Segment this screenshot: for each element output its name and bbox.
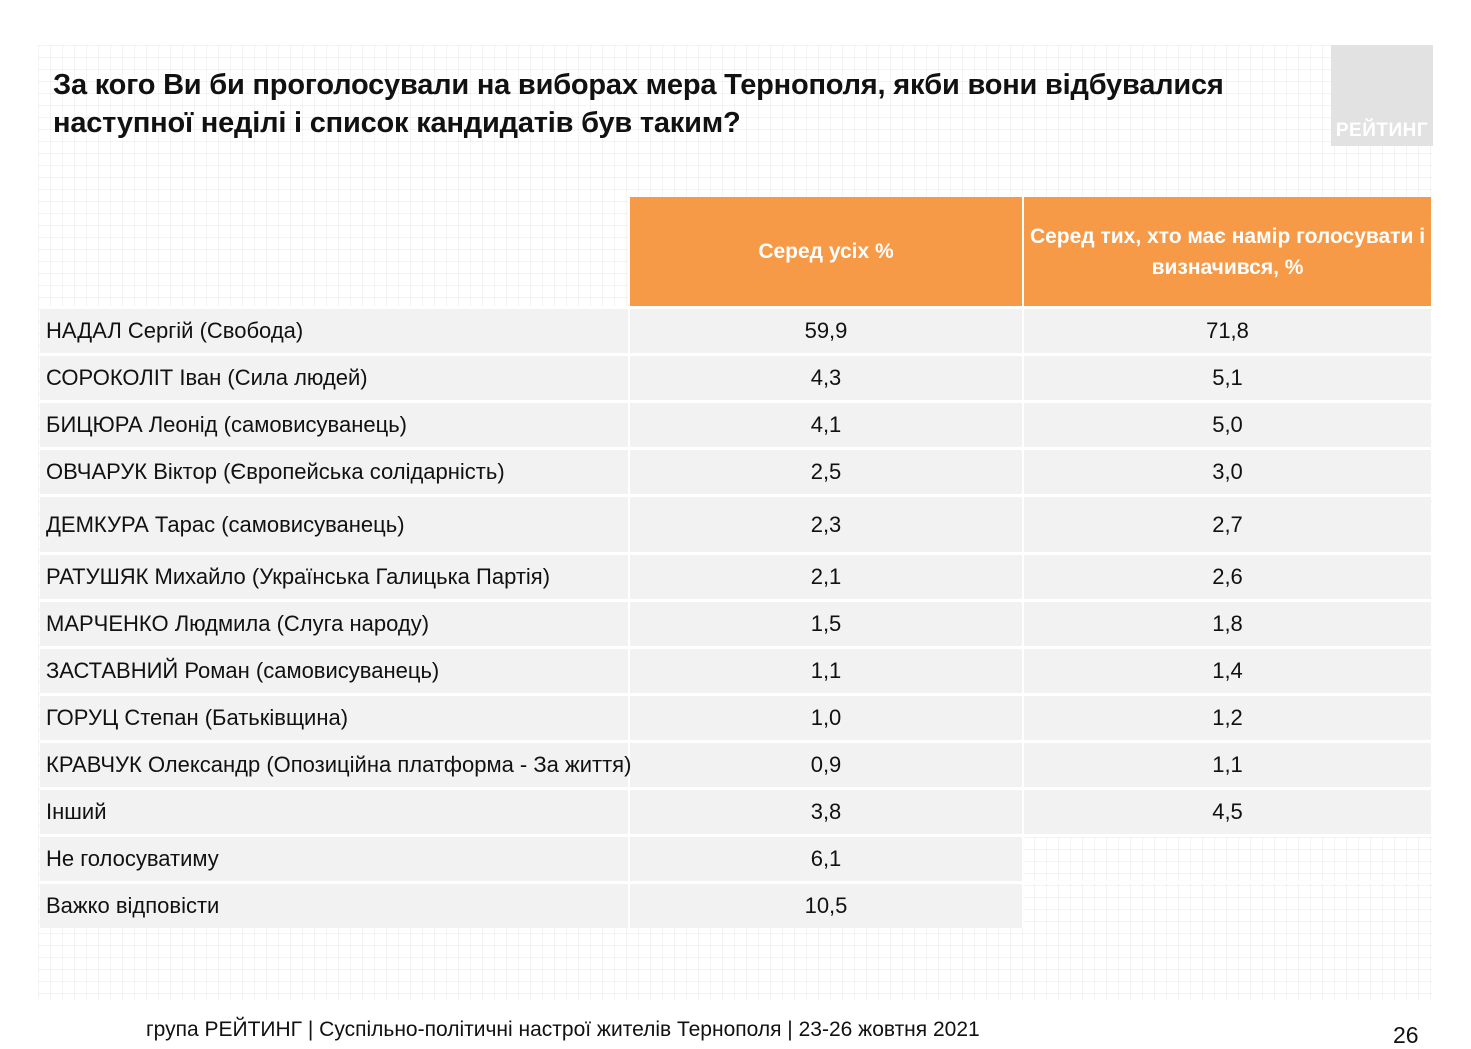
value-all: 59,9 xyxy=(628,306,1022,353)
value-all: 0,9 xyxy=(628,740,1022,787)
candidate-name: БИЦЮРА Леонід (самовисуванець) xyxy=(40,400,628,447)
table-row: ОВЧАРУК Віктор (Європейська солідарність… xyxy=(40,447,1431,494)
value-all: 6,1 xyxy=(628,834,1022,881)
header-all-respondents: Серед усіх % xyxy=(628,197,1022,306)
value-decided: 1,4 xyxy=(1022,646,1431,693)
table-row: СОРОКОЛІТ Іван (Сила людей) 4,3 5,1 xyxy=(40,353,1431,400)
candidate-name: ОВЧАРУК Віктор (Європейська солідарність… xyxy=(40,447,628,494)
value-all: 2,1 xyxy=(628,552,1022,599)
table-row: Інший 3,8 4,5 xyxy=(40,787,1431,834)
value-decided: 5,0 xyxy=(1022,400,1431,447)
rating-logo: РЕЙТИНГ xyxy=(1331,45,1433,146)
value-decided xyxy=(1022,834,1431,881)
candidate-name: Важко відповісти xyxy=(40,881,628,928)
header-decided-line-1: Серед тих, хто має намір голосувати і xyxy=(1029,224,1426,248)
candidate-name: Не голосуватиму xyxy=(40,834,628,881)
value-all: 4,3 xyxy=(628,353,1022,400)
table-row: Важко відповісти 10,5 xyxy=(40,881,1431,928)
table-row: ЗАСТАВНИЙ Роман (самовисуванець) 1,1 1,4 xyxy=(40,646,1431,693)
footer-text: група РЕЙТИНГ | Суспільно-політичні наст… xyxy=(146,1018,980,1041)
table-row: ГОРУЦ Степан (Батьківщина) 1,0 1,2 xyxy=(40,693,1431,740)
table-row: КРАВЧУК Олександр (Опозиційна платформа … xyxy=(40,740,1431,787)
value-all: 1,5 xyxy=(628,599,1022,646)
table-header-row: Серед усіх % Серед тих, хто має намір го… xyxy=(40,197,1431,306)
results-table: Серед усіх % Серед тих, хто має намір го… xyxy=(40,197,1431,928)
value-all: 1,1 xyxy=(628,646,1022,693)
candidate-name: МАРЧЕНКО Людмила (Слуга народу) xyxy=(40,599,628,646)
candidate-name: Інший xyxy=(40,787,628,834)
title-line-2: наступної неділі і список кандидатів був… xyxy=(53,107,741,139)
candidate-name: ЗАСТАВНИЙ Роман (самовисуванець) xyxy=(40,646,628,693)
value-decided: 1,8 xyxy=(1022,599,1431,646)
value-decided: 71,8 xyxy=(1022,306,1431,353)
table-row: НАДАЛ Сергій (Свобода) 59,9 71,8 xyxy=(40,306,1431,353)
value-all: 2,5 xyxy=(628,447,1022,494)
candidate-name: ГОРУЦ Степан (Батьківщина) xyxy=(40,693,628,740)
page-number: 26 xyxy=(1393,1022,1419,1048)
value-all: 3,8 xyxy=(628,787,1022,834)
candidate-name: ДЕМКУРА Тарас (самовисуванець) xyxy=(40,494,628,552)
logo-text: РЕЙТИНГ xyxy=(1335,120,1429,141)
table-body: НАДАЛ Сергій (Свобода) 59,9 71,8 СОРОКОЛ… xyxy=(40,306,1431,928)
header-all-label: Серед усіх % xyxy=(758,240,894,263)
table-row: ДЕМКУРА Тарас (самовисуванець) 2,3 2,7 xyxy=(40,494,1431,552)
header-decided-voters: Серед тих, хто має намір голосувати і ви… xyxy=(1022,197,1431,306)
candidate-name: СОРОКОЛІТ Іван (Сила людей) xyxy=(40,353,628,400)
slide-title: За кого Ви би проголосували на виборах м… xyxy=(53,66,1253,142)
candidate-name: КРАВЧУК Олександр (Опозиційна платформа … xyxy=(40,740,631,787)
value-decided xyxy=(1022,881,1431,928)
header-decided-line-2: визначився, % xyxy=(1151,255,1304,279)
table-row: Не голосуватиму 6,1 xyxy=(40,834,1431,881)
value-decided: 1,1 xyxy=(1022,740,1431,787)
candidate-name: РАТУШЯК Михайло (Українська Галицька Пар… xyxy=(40,552,628,599)
value-decided: 1,2 xyxy=(1022,693,1431,740)
value-decided: 3,0 xyxy=(1022,447,1431,494)
value-all: 10,5 xyxy=(628,881,1022,928)
value-decided: 4,5 xyxy=(1022,787,1431,834)
header-name xyxy=(40,197,628,306)
table-row: БИЦЮРА Леонід (самовисуванець) 4,1 5,0 xyxy=(40,400,1431,447)
title-line-1: За кого Ви би проголосували на виборах м… xyxy=(53,69,1224,101)
candidate-name: НАДАЛ Сергій (Свобода) xyxy=(40,306,628,353)
value-decided: 2,7 xyxy=(1022,494,1431,552)
value-decided: 5,1 xyxy=(1022,353,1431,400)
value-all: 4,1 xyxy=(628,400,1022,447)
value-all: 2,3 xyxy=(628,494,1022,552)
table-row: РАТУШЯК Михайло (Українська Галицька Пар… xyxy=(40,552,1431,599)
value-decided: 2,6 xyxy=(1022,552,1431,599)
value-all: 1,0 xyxy=(628,693,1022,740)
table-row: МАРЧЕНКО Людмила (Слуга народу) 1,5 1,8 xyxy=(40,599,1431,646)
